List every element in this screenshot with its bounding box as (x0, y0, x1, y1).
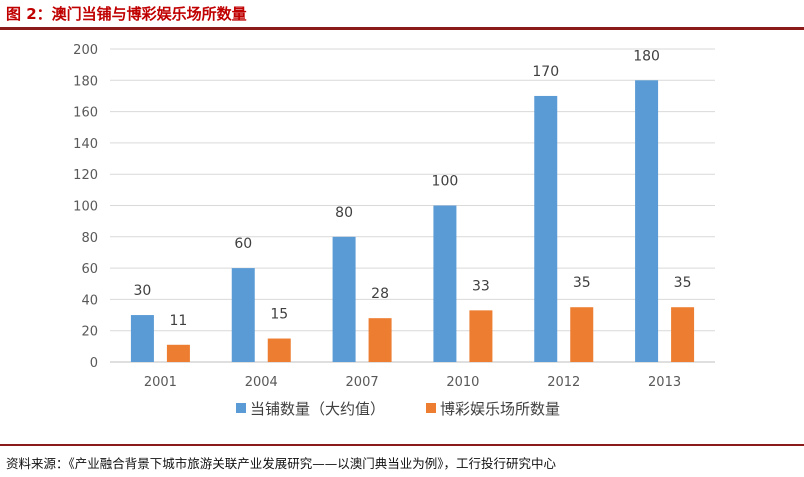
x-tick-label: 2013 (648, 375, 681, 390)
bar-casinos (570, 307, 594, 362)
x-tick-label: 2004 (245, 375, 278, 390)
y-tick-label: 60 (81, 262, 98, 277)
legend-label-casinos: 博彩娱乐场所数量 (440, 400, 560, 418)
bar-pawnshops (130, 315, 154, 362)
bar-casinos (267, 338, 291, 362)
bar-casinos (671, 307, 695, 362)
data-label: 170 (532, 64, 559, 80)
data-label: 60 (234, 236, 252, 252)
y-tick-label: 140 (73, 137, 98, 152)
data-label: 15 (270, 307, 288, 323)
data-labels: 30 11 60 15 80 28 100 33 170 35 180 35 (134, 48, 692, 328)
data-label: 30 (134, 283, 152, 299)
legend-label-pawnshops: 当铺数量（大约值） (250, 400, 385, 418)
bar-pawnshops (332, 236, 356, 362)
x-tick-label: 2007 (346, 375, 379, 390)
legend-swatch-casinos (426, 403, 436, 413)
x-tick-label: 2001 (144, 375, 177, 390)
data-label: 28 (371, 286, 389, 302)
y-tick-label: 40 (81, 293, 98, 308)
bar-pawnshops (231, 268, 255, 362)
data-label: 35 (573, 275, 591, 291)
data-label: 33 (472, 278, 490, 294)
y-axis: 0 20 40 60 80 100 120 140 160 180 200 (73, 43, 98, 371)
legend: 当铺数量（大约值） 博彩娱乐场所数量 (236, 400, 560, 418)
bars (130, 80, 695, 363)
y-tick-label: 100 (73, 200, 98, 215)
y-tick-label: 200 (73, 43, 98, 58)
x-tick-label: 2012 (547, 375, 580, 390)
y-tick-label: 0 (90, 356, 98, 371)
bar-casinos (469, 310, 493, 362)
data-label: 11 (170, 313, 188, 329)
y-tick-label: 20 (81, 325, 98, 340)
bar-pawnshops (433, 205, 457, 362)
y-tick-label: 120 (73, 168, 98, 183)
legend-swatch-pawnshops (236, 403, 246, 413)
data-label: 100 (432, 174, 459, 190)
data-label: 35 (674, 275, 692, 291)
bar-pawnshops (635, 80, 659, 363)
grid-lines (110, 48, 715, 363)
y-tick-label: 80 (81, 231, 98, 246)
source-note: 资料来源：《产业融合背景下城市旅游关联产业发展研究——以澳门典当业为例》，工行投… (6, 456, 557, 471)
x-axis: 2001 2004 2007 2010 2012 2013 (144, 375, 681, 390)
top-rule (0, 27, 804, 30)
x-tick-label: 2010 (446, 375, 479, 390)
bar-casinos (166, 344, 190, 362)
bar-pawnshops (534, 95, 558, 362)
bottom-rule (0, 444, 804, 446)
data-label: 180 (633, 48, 660, 64)
data-label: 80 (335, 205, 353, 221)
y-tick-label: 180 (73, 74, 98, 89)
bar-casinos (368, 318, 392, 362)
figure-title: 图 2：澳门当铺与博彩娱乐场所数量 (6, 5, 247, 23)
y-tick-label: 160 (73, 106, 98, 121)
